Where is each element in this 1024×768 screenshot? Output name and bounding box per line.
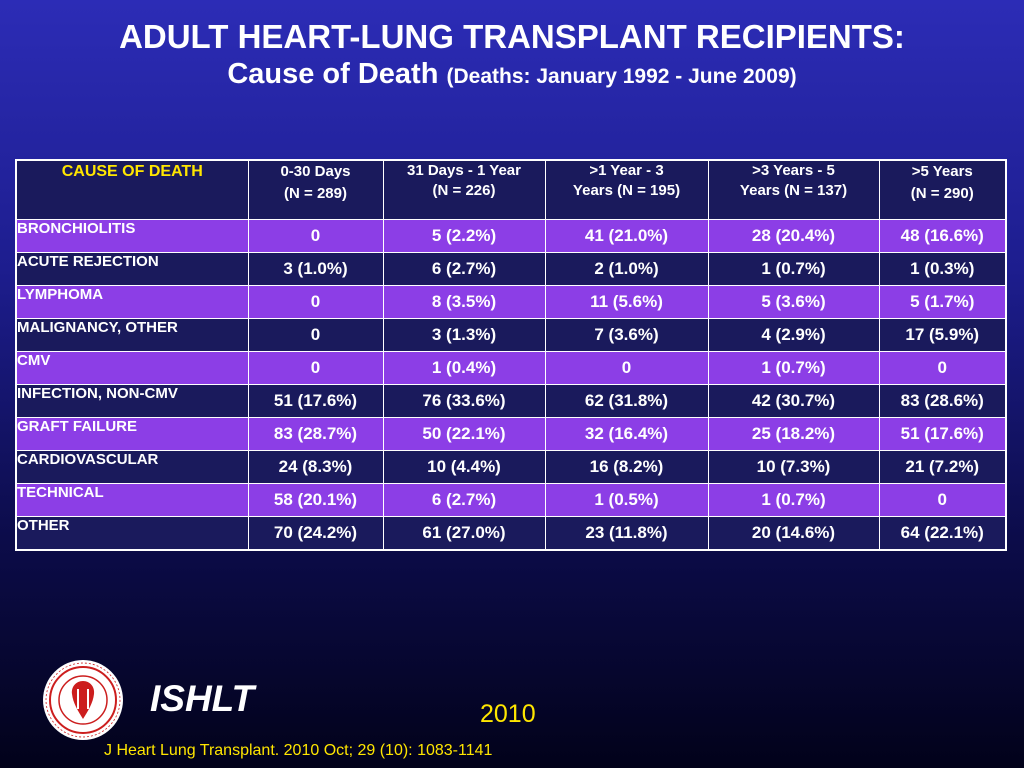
table-cell: 70 (24.2%) bbox=[247, 516, 384, 551]
table-cell: 8 (3.5%) bbox=[382, 285, 546, 319]
cause-label: OTHER bbox=[15, 516, 249, 551]
table-cell: 83 (28.6%) bbox=[878, 384, 1007, 418]
header-3-5-years: >3 Years - 5 Years (N = 137) bbox=[707, 159, 880, 220]
table-cell: 11 (5.6%) bbox=[544, 285, 709, 319]
table-cell: 1 (0.7%) bbox=[707, 351, 880, 385]
cause-label: GRAFT FAILURE bbox=[15, 417, 249, 451]
table-cell: 76 (33.6%) bbox=[382, 384, 546, 418]
table-cell: 0 bbox=[247, 219, 384, 253]
table-cell: 28 (20.4%) bbox=[707, 219, 880, 253]
table-cell: 24 (8.3%) bbox=[247, 450, 384, 484]
header-0-30-days: 0-30 Days (N = 289) bbox=[247, 159, 384, 220]
table-cell: 16 (8.2%) bbox=[544, 450, 709, 484]
header-1-3-years: >1 Year - 3 Years (N = 195) bbox=[544, 159, 709, 220]
table-cell: 1 (0.3%) bbox=[878, 252, 1007, 286]
subtitle-date-range: (Deaths: January 1992 - June 2009) bbox=[446, 65, 797, 88]
cause-label: MALIGNANCY, OTHER bbox=[15, 318, 249, 352]
table-cell: 7 (3.6%) bbox=[544, 318, 709, 352]
table-cell: 4 (2.9%) bbox=[707, 318, 880, 352]
table-row: LYMPHOMA 0 8 (3.5%) 11 (5.6%) 5 (3.6%) 5 (1.7… bbox=[15, 285, 1007, 319]
table-cell: 1 (0.7%) bbox=[707, 252, 880, 286]
table-cell: 51 (17.6%) bbox=[878, 417, 1007, 451]
cause-label: LYMPHOMA bbox=[15, 285, 249, 319]
table-cell: 1 (0.7%) bbox=[707, 483, 880, 517]
table-cell: 61 (27.0%) bbox=[382, 516, 546, 551]
table-cell: 20 (14.6%) bbox=[707, 516, 880, 551]
table-header-row: CAUSE OF DEATH 0-30 Days (N = 289) 31 Day… bbox=[15, 159, 1007, 220]
table-cell: 1 (0.5%) bbox=[544, 483, 709, 517]
table-cell: 42 (30.7%) bbox=[707, 384, 880, 418]
cause-of-death-table: CAUSE OF DEATH 0-30 Days (N = 289) 31 Day… bbox=[15, 159, 1007, 551]
table-cell: 6 (2.7%) bbox=[382, 252, 546, 286]
table-cell: 23 (11.8%) bbox=[544, 516, 709, 551]
header-cause-of-death: CAUSE OF DEATH bbox=[15, 159, 249, 220]
cause-label: BRONCHIOLITIS bbox=[15, 219, 249, 253]
table-cell: 3 (1.3%) bbox=[382, 318, 546, 352]
table-cell: 2 (1.0%) bbox=[544, 252, 709, 286]
table-cell: 32 (16.4%) bbox=[544, 417, 709, 451]
table-cell: 64 (22.1%) bbox=[878, 516, 1007, 551]
ishlt-society-seal-icon bbox=[43, 660, 123, 740]
table-row: GRAFT FAILURE 83 (28.7%) 50 (22.1%) 32 (16.… bbox=[15, 417, 1007, 451]
table-row: TECHNICAL 58 (20.1%) 6 (2.7%) 1 (0.5%) 1 (0.… bbox=[15, 483, 1007, 517]
table-cell: 0 bbox=[247, 351, 384, 385]
table-cell: 0 bbox=[247, 285, 384, 319]
table-cell: 0 bbox=[878, 483, 1007, 517]
table-cell: 48 (16.6%) bbox=[878, 219, 1007, 253]
table-cell: 5 (1.7%) bbox=[878, 285, 1007, 319]
table-cell: 10 (7.3%) bbox=[707, 450, 880, 484]
header-31-days-1-year: 31 Days - 1 Year (N = 226) bbox=[382, 159, 546, 220]
table-cell: 0 bbox=[544, 351, 709, 385]
cause-label: INFECTION, NON-CMV bbox=[15, 384, 249, 418]
table-row: MALIGNANCY, OTHER 0 3 (1.3%) 7 (3.6%) 4 (2.9… bbox=[15, 318, 1007, 352]
cause-label: CMV bbox=[15, 351, 249, 385]
table-cell: 25 (18.2%) bbox=[707, 417, 880, 451]
table-cell: 50 (22.1%) bbox=[382, 417, 546, 451]
table-cell: 17 (5.9%) bbox=[878, 318, 1007, 352]
table-cell: 58 (20.1%) bbox=[247, 483, 384, 517]
subtitle-main: Cause of Death bbox=[227, 58, 439, 90]
table-cell: 6 (2.7%) bbox=[382, 483, 546, 517]
header-over-5-years: >5 Years (N = 290) bbox=[878, 159, 1007, 220]
slide-title: ADULT HEART-LUNG TRANSPLANT RECIPIENTS: bbox=[119, 18, 905, 55]
table-cell: 41 (21.0%) bbox=[544, 219, 709, 253]
table-cell: 5 (2.2%) bbox=[382, 219, 546, 253]
table-cell: 3 (1.0%) bbox=[247, 252, 384, 286]
cause-label: ACUTE REJECTION bbox=[15, 252, 249, 286]
slide-subtitle: Cause of Death (Deaths: January 1992 - J… bbox=[0, 58, 1024, 91]
table-row: OTHER 70 (24.2%) 61 (27.0%) 23 (11.8%) 20 (1… bbox=[15, 516, 1007, 551]
table-cell: 1 (0.4%) bbox=[382, 351, 546, 385]
journal-citation: J Heart Lung Transplant. 2010 Oct; 29 (1… bbox=[104, 742, 493, 759]
table-cell: 5 (3.6%) bbox=[707, 285, 880, 319]
table-cell: 62 (31.8%) bbox=[544, 384, 709, 418]
table-cell: 21 (7.2%) bbox=[878, 450, 1007, 484]
cause-label: CARDIOVASCULAR bbox=[15, 450, 249, 484]
table-cell: 10 (4.4%) bbox=[382, 450, 546, 484]
table-cell: 51 (17.6%) bbox=[247, 384, 384, 418]
table-cell: 83 (28.7%) bbox=[247, 417, 384, 451]
table-row: CARDIOVASCULAR 24 (8.3%) 10 (4.4%) 16 (8.2%… bbox=[15, 450, 1007, 484]
report-year: 2010 bbox=[480, 700, 536, 728]
table-row: BRONCHIOLITIS 0 5 (2.2%) 41 (21.0%) 28 (20.4… bbox=[15, 219, 1007, 253]
table-row: ACUTE REJECTION 3 (1.0%) 6 (2.7%) 2 (1.0%) 1… bbox=[15, 252, 1007, 286]
table-row: INFECTION, NON-CMV 51 (17.6%) 76 (33.6%) 62… bbox=[15, 384, 1007, 418]
table-cell: 0 bbox=[878, 351, 1007, 385]
table-cell: 0 bbox=[247, 318, 384, 352]
ishlt-org-name: ISHLT bbox=[150, 678, 255, 719]
table-row: CMV 0 1 (0.4%) 0 1 (0.7%) 0 bbox=[15, 351, 1007, 385]
cause-label: TECHNICAL bbox=[15, 483, 249, 517]
